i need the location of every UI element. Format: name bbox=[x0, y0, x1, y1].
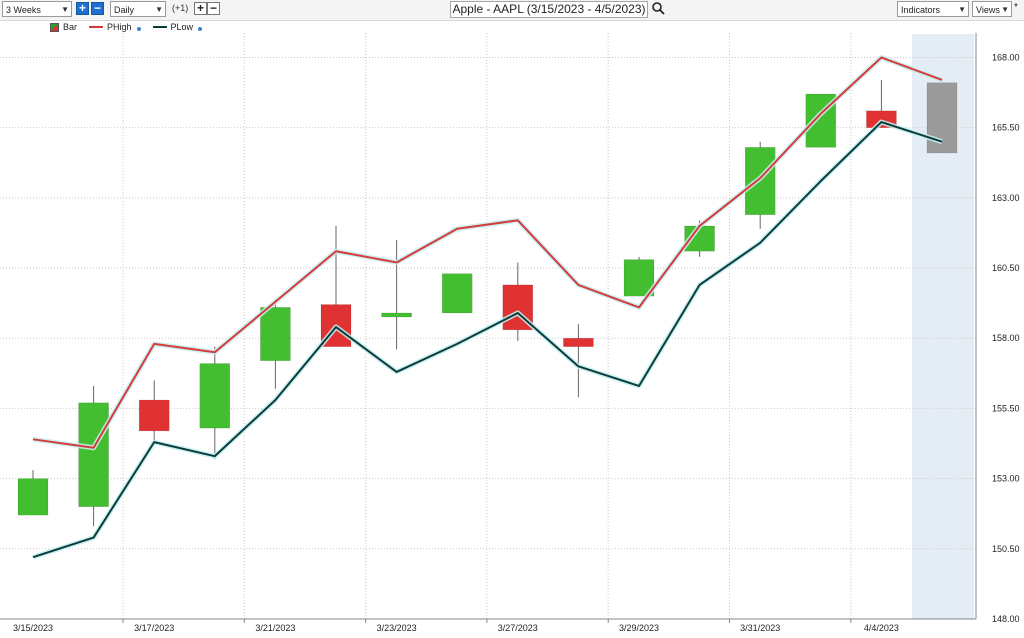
period-increase-button[interactable]: + bbox=[76, 2, 89, 15]
offset-decrease-button[interactable]: − bbox=[207, 2, 220, 15]
y-tick-label: 148.00 bbox=[992, 614, 1020, 624]
series-glow-plow bbox=[32, 119, 943, 560]
x-tick-label: 3/23/2023 bbox=[377, 623, 417, 633]
x-tick-label: 3/21/2023 bbox=[255, 623, 295, 633]
candle-body bbox=[260, 307, 291, 362]
candle-body bbox=[138, 399, 170, 432]
candle-body bbox=[199, 363, 231, 429]
x-tick-label: 3/15/2023 bbox=[13, 623, 53, 633]
offset-label: (+1) bbox=[172, 3, 189, 13]
y-tick-label: 168.00 bbox=[992, 52, 1020, 62]
candle-body bbox=[441, 273, 473, 314]
interval-value: Daily bbox=[114, 5, 135, 15]
search-icon[interactable] bbox=[651, 1, 666, 16]
indicators-label: Indicators bbox=[901, 5, 941, 15]
legend-item-bar[interactable]: Bar bbox=[50, 22, 77, 32]
series-line-plow bbox=[32, 121, 943, 559]
views-dropdown[interactable]: Views ▼ bbox=[972, 1, 1012, 17]
x-tick-label: 4/4/2023 bbox=[864, 623, 899, 633]
chevron-down-icon: ▼ bbox=[958, 5, 966, 14]
legend-item-phigh[interactable]: PHigh bbox=[89, 22, 141, 32]
indicators-dropdown[interactable]: Indicators ▼ bbox=[897, 1, 969, 17]
chevron-down-icon: ▼ bbox=[61, 5, 69, 14]
y-tick-label: 165.50 bbox=[992, 123, 1020, 133]
y-tick-label: 163.00 bbox=[992, 193, 1020, 203]
candle-body bbox=[926, 82, 958, 154]
chart-legend: Bar PHigh PLow bbox=[50, 22, 203, 32]
toolbar: 3 Weeks ▼ + − Daily ▼ (+1) + − Apple - A… bbox=[0, 0, 1024, 21]
legend-label-plow: PLow bbox=[170, 22, 194, 32]
x-tick-label: 3/31/2023 bbox=[740, 623, 780, 633]
period-dropdown[interactable]: 3 Weeks ▼ bbox=[2, 1, 72, 17]
y-tick-label: 155.50 bbox=[992, 403, 1020, 413]
candle-body bbox=[381, 312, 412, 318]
phigh-settings-dot-icon[interactable] bbox=[136, 27, 141, 31]
chevron-down-icon: ▼ bbox=[155, 5, 163, 14]
y-tick-label: 153.00 bbox=[992, 474, 1020, 484]
plow-settings-dot-icon[interactable] bbox=[198, 27, 203, 31]
y-tick-label: 160.50 bbox=[992, 263, 1020, 273]
candle-body bbox=[17, 478, 49, 516]
views-asterisk: * bbox=[1014, 2, 1018, 13]
x-tick-label: 3/29/2023 bbox=[619, 623, 659, 633]
plow-swatch-icon bbox=[152, 26, 167, 28]
y-tick-label: 150.50 bbox=[992, 544, 1020, 554]
symbol-title-field[interactable]: Apple - AAPL (3/15/2023 - 4/5/2023) bbox=[450, 1, 648, 18]
legend-label-phigh: PHigh bbox=[107, 22, 132, 32]
series-line-phigh bbox=[32, 56, 943, 449]
offset-increase-button[interactable]: + bbox=[194, 2, 207, 15]
legend-label-bar: Bar bbox=[63, 22, 78, 32]
y-tick-label: 158.00 bbox=[992, 333, 1020, 343]
candle-body bbox=[78, 402, 109, 507]
x-tick-label: 3/17/2023 bbox=[134, 623, 174, 633]
x-tick-label: 3/27/2023 bbox=[498, 623, 538, 633]
period-decrease-button[interactable]: − bbox=[91, 2, 104, 15]
chevron-down-icon: ▼ bbox=[1001, 5, 1009, 14]
interval-dropdown[interactable]: Daily ▼ bbox=[110, 1, 166, 17]
legend-item-plow[interactable]: PLow bbox=[152, 22, 203, 32]
views-label: Views bbox=[976, 5, 1000, 15]
period-value: 3 Weeks bbox=[6, 5, 41, 15]
candle-body bbox=[563, 337, 594, 347]
phigh-swatch-icon bbox=[89, 26, 104, 28]
bar-swatch-icon bbox=[50, 22, 59, 32]
